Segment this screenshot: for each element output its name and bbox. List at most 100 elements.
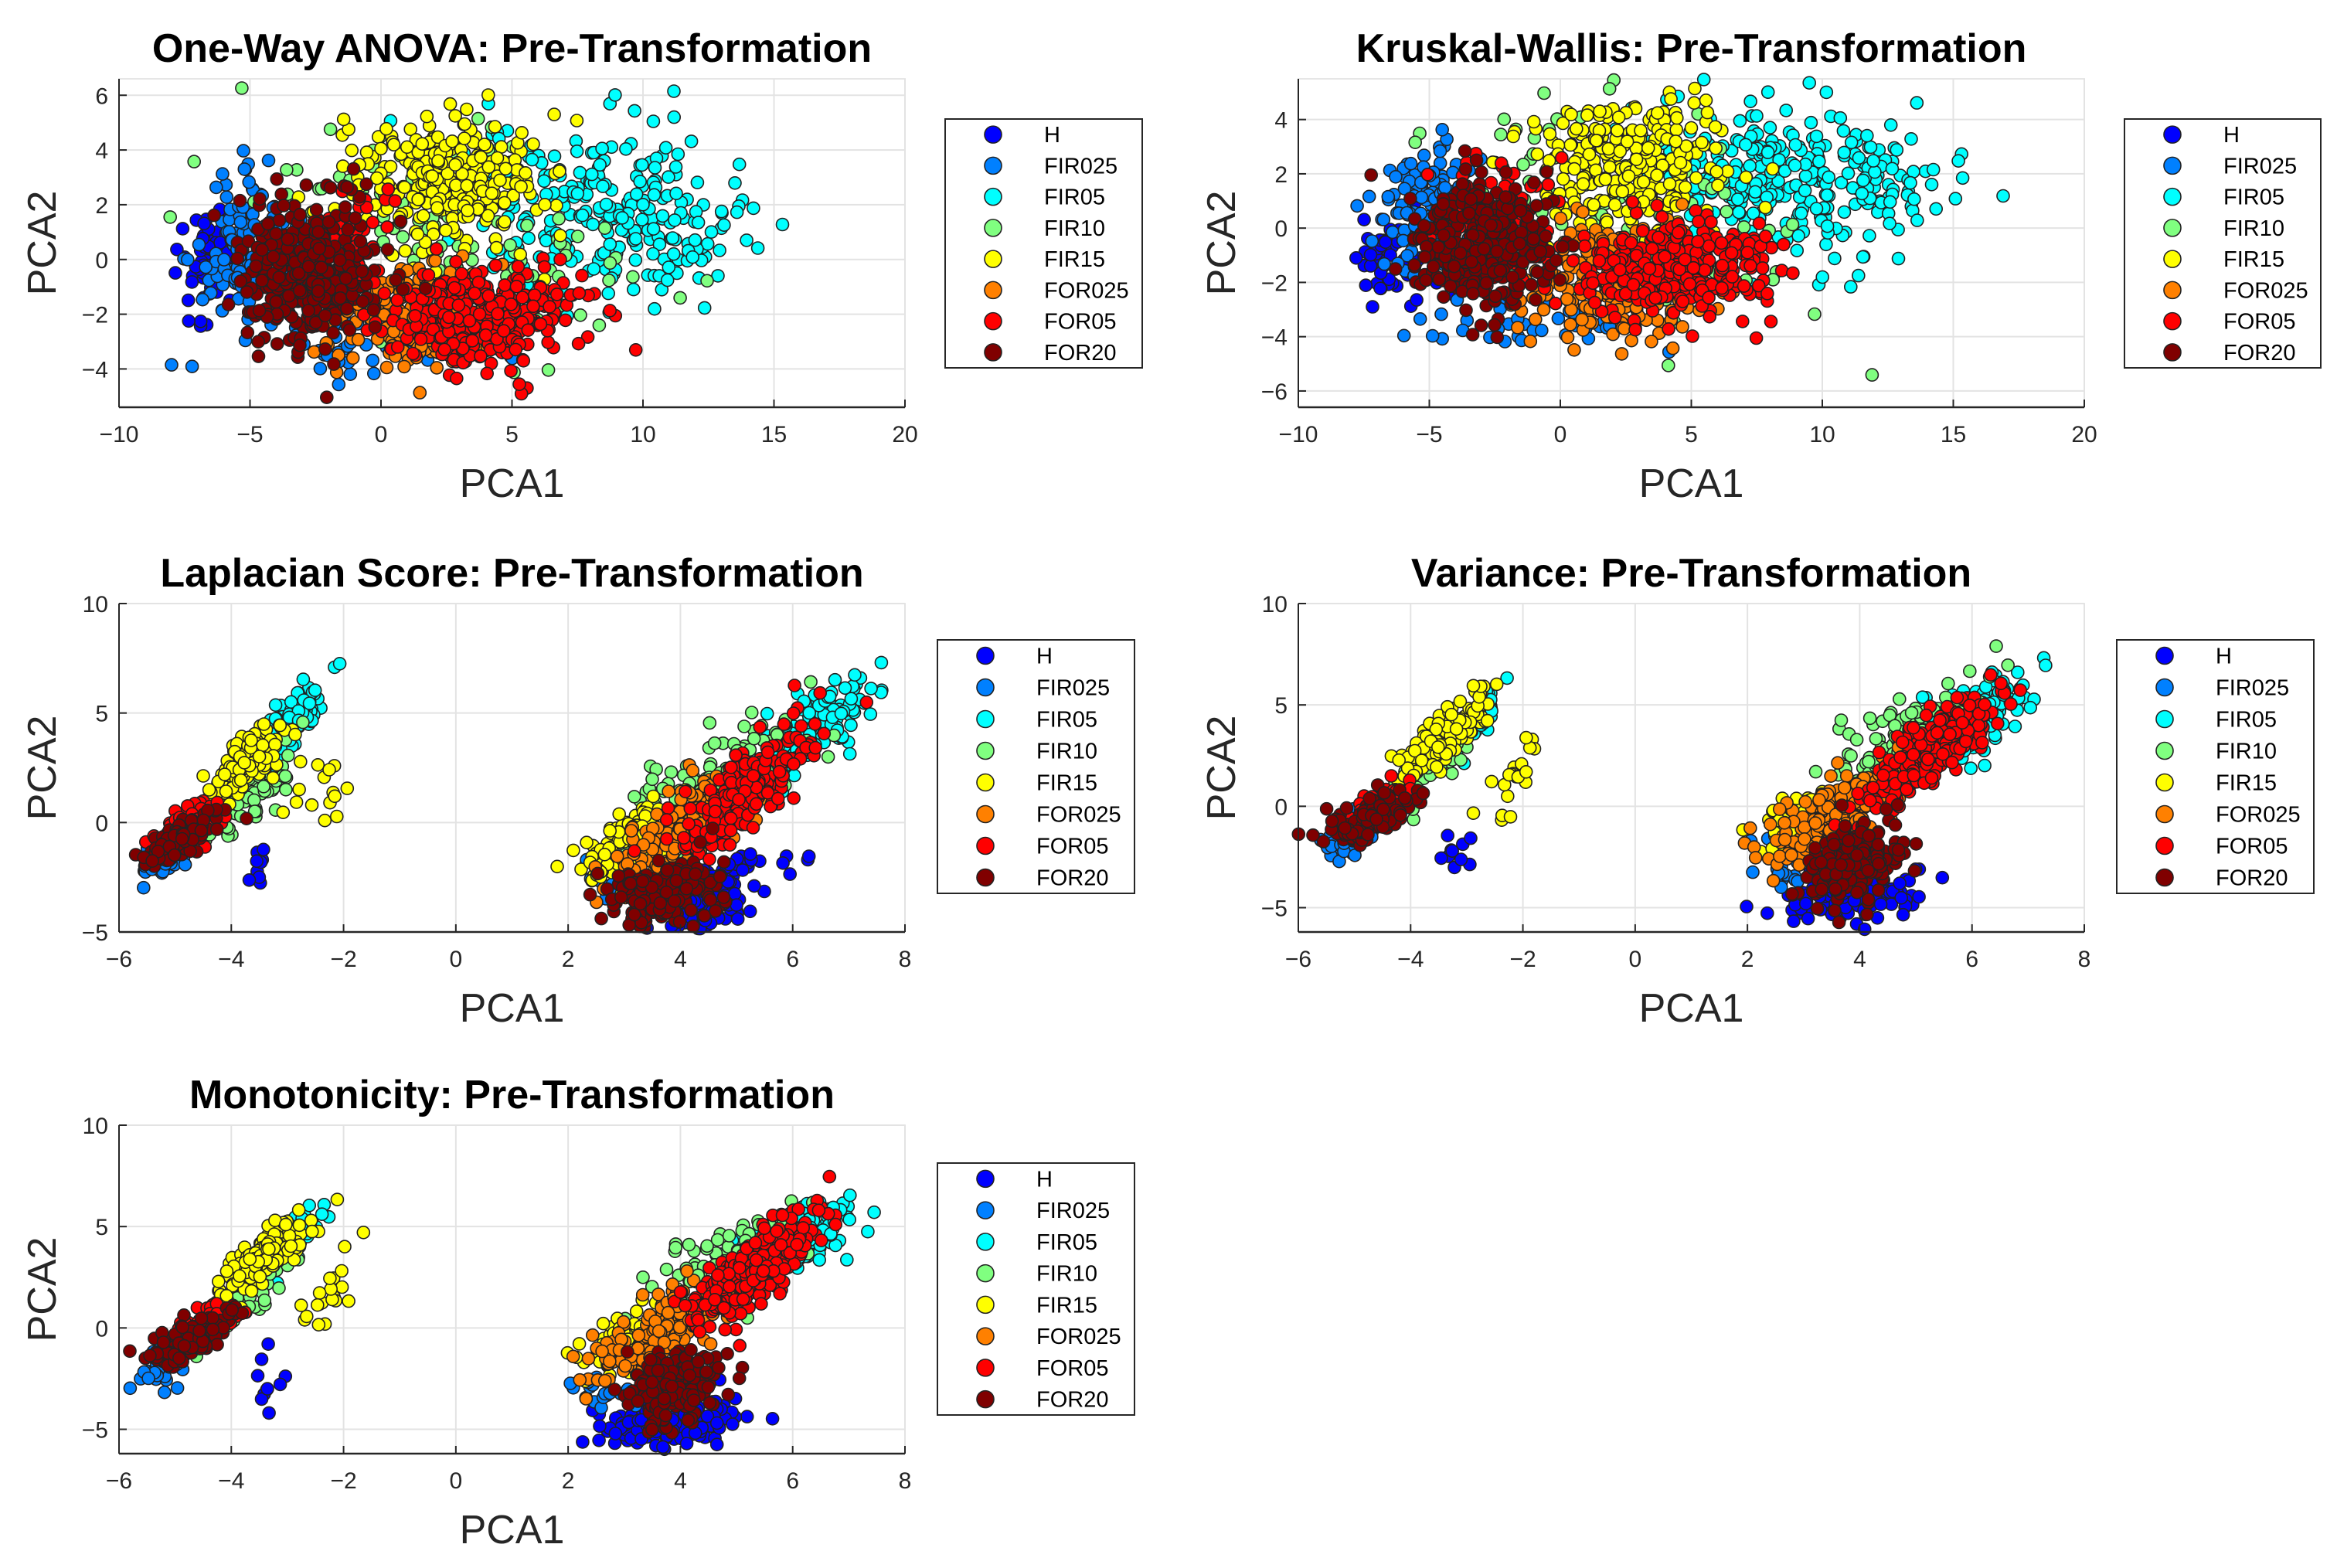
point-fir05 [658, 141, 673, 155]
point-fir10 [1662, 359, 1675, 372]
point-for05 [366, 215, 380, 230]
point-for025 [1529, 312, 1543, 327]
point-fir15 [336, 112, 351, 127]
point-fir05 [596, 179, 610, 193]
point-fir05 [586, 217, 600, 232]
point-for05 [1724, 246, 1739, 260]
point-fir05 [740, 233, 753, 247]
point-for05 [575, 268, 589, 283]
point-for05 [537, 260, 552, 274]
point-for20 [1513, 203, 1528, 218]
point-h [185, 275, 199, 289]
point-fir15 [646, 789, 661, 804]
legend-label: FOR025 [2223, 278, 2308, 303]
point-fir15 [1615, 185, 1630, 199]
point-fir15 [379, 121, 393, 136]
point-for05 [516, 353, 531, 368]
point-fir05 [700, 236, 715, 251]
point-fir15 [256, 738, 270, 753]
point-fir10 [1808, 307, 1822, 321]
point-fir15 [1587, 198, 1601, 212]
point-for025 [1560, 292, 1574, 306]
point-for20 [1484, 218, 1498, 233]
point-for05 [1682, 277, 1697, 291]
point-fir05 [296, 672, 311, 686]
point-for20 [1553, 273, 1567, 287]
point-for20 [274, 187, 289, 202]
point-fir05 [629, 187, 644, 202]
point-for05 [1764, 315, 1778, 328]
point-for20 [366, 303, 381, 318]
point-fir05 [844, 692, 859, 706]
point-for05 [421, 268, 436, 282]
point-fir025 [209, 180, 223, 195]
point-for20 [1493, 264, 1508, 277]
point-for05 [1613, 263, 1627, 277]
point-fir15 [1708, 120, 1723, 134]
point-fir05 [547, 149, 562, 163]
point-fir15 [513, 247, 528, 262]
point-for05 [474, 349, 488, 363]
point-for05 [472, 307, 487, 321]
point-fir10 [702, 716, 717, 730]
y-axis-label: PCA2 [1199, 191, 1244, 296]
x-tick-label: −5 [1416, 422, 1442, 447]
point-fir15 [311, 757, 325, 772]
point-fir05 [539, 233, 553, 248]
legend-marker [984, 219, 1002, 237]
point-for025 [685, 764, 700, 777]
point-for20 [348, 211, 362, 226]
point-for025 [1553, 211, 1568, 226]
point-fir05 [704, 225, 719, 240]
point-for20 [1444, 279, 1458, 294]
point-fir15 [430, 201, 444, 215]
point-fir05 [1804, 115, 1818, 130]
point-fir05 [648, 301, 662, 316]
point-fir10 [804, 675, 818, 689]
point-fir15 [570, 114, 584, 128]
point-fir025 [366, 366, 381, 381]
point-fir05 [697, 301, 712, 315]
point-fir15 [1687, 96, 1701, 110]
legend-marker [984, 311, 1002, 331]
point-for05 [1725, 270, 1740, 284]
point-fir15 [1589, 134, 1604, 148]
x-tick-label: 5 [1685, 422, 1698, 447]
point-fir15 [328, 789, 342, 804]
x-tick-label: 10 [630, 422, 655, 447]
point-for025 [662, 784, 675, 798]
point-fir05 [669, 186, 683, 201]
y-tick-label: 4 [95, 138, 108, 164]
point-fir15 [219, 784, 233, 798]
point-for05 [1686, 260, 1701, 275]
legend-label: FIR025 [2223, 154, 2297, 179]
point-for20 [1466, 287, 1480, 301]
point-fir15 [481, 88, 495, 102]
point-for05 [1786, 266, 1800, 281]
point-fir15 [244, 733, 258, 747]
point-for20 [1490, 330, 1505, 345]
point-fir05 [730, 205, 744, 219]
point-fir05 [788, 768, 801, 783]
point-for025 [1523, 334, 1538, 349]
point-fir05 [1904, 132, 1918, 146]
point-fir05 [713, 243, 726, 257]
point-fir15 [431, 154, 445, 168]
point-fir15 [257, 717, 271, 731]
point-fir025 [165, 358, 179, 372]
point-fir05 [1948, 192, 1963, 206]
legend-label: FIR10 [2223, 216, 2284, 241]
point-h [257, 842, 270, 857]
point-fir025 [1377, 257, 1391, 271]
point-fir025 [236, 144, 250, 158]
point-fir15 [1670, 111, 1684, 125]
point-for05 [1587, 295, 1602, 310]
point-fir05 [1748, 185, 1762, 199]
point-h [197, 216, 211, 231]
point-fir05 [1798, 169, 1813, 183]
point-fir15 [1607, 198, 1622, 212]
point-fir15 [1634, 124, 1648, 138]
point-for20 [1533, 244, 1547, 259]
point-fir15 [1700, 105, 1715, 120]
point-for05 [1592, 253, 1607, 268]
